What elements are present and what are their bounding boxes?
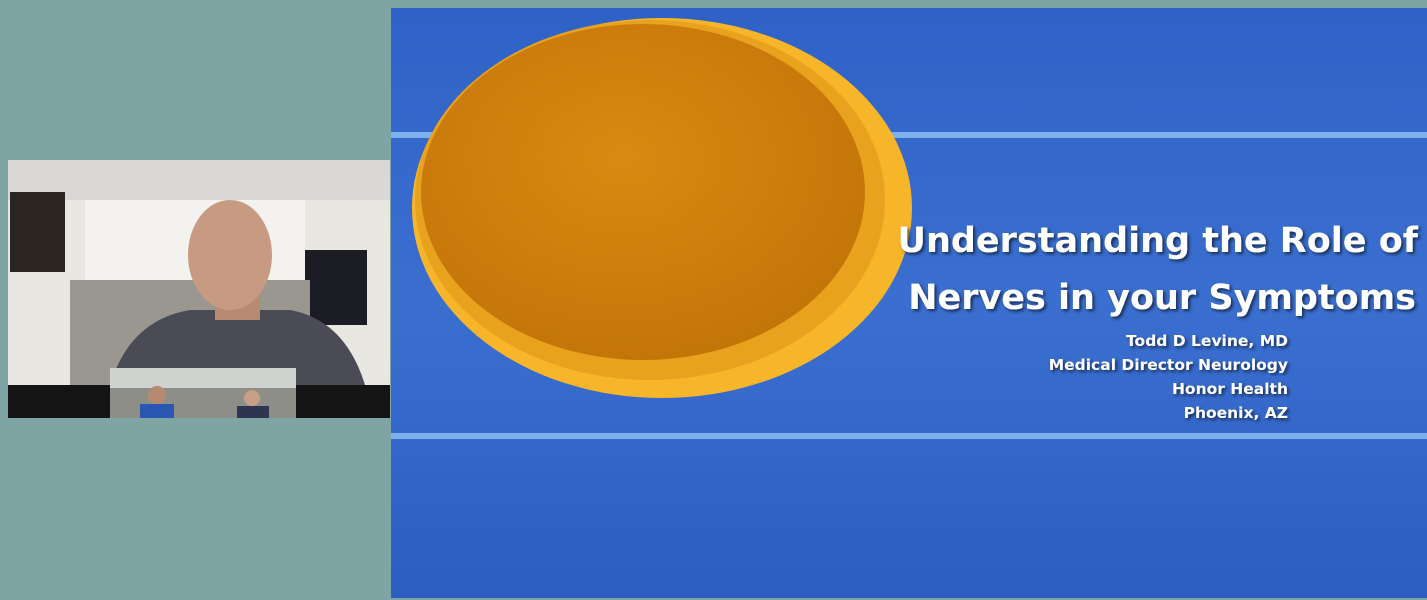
video-feed — [8, 160, 390, 418]
presenter-line: Honor Health — [1172, 380, 1288, 398]
presenter-line: Medical Director Neurology — [1049, 356, 1288, 374]
presenter-line: Todd D Levine, MD — [1126, 332, 1288, 350]
presenter-line: Phoenix, AZ — [1184, 404, 1288, 422]
slide-title: Understanding the Role of — [898, 221, 1419, 261]
slide: Understanding the Role of Nerves in your… — [391, 8, 1427, 598]
slide-title: Nerves in your Symptoms — [908, 278, 1416, 318]
